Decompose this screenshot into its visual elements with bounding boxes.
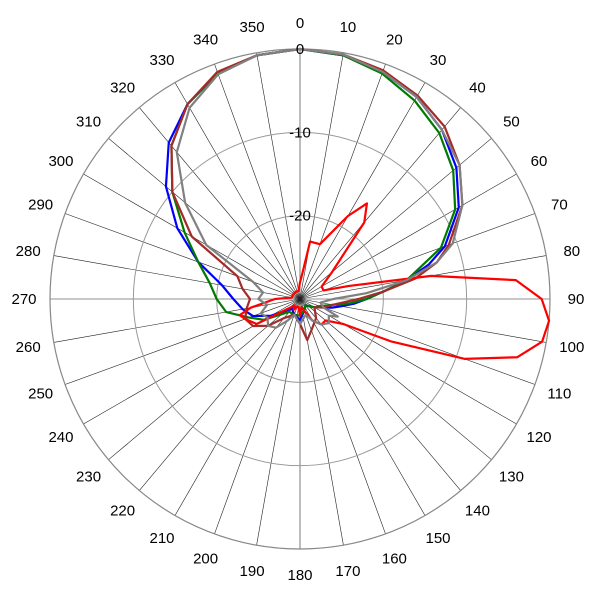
angle-tick-label: 80 xyxy=(563,243,580,260)
angle-tick-label: 260 xyxy=(16,339,41,356)
radial-tick-label: -10 xyxy=(289,124,311,141)
angle-tick-label: 340 xyxy=(193,32,218,49)
angle-tick-label: 0 xyxy=(296,15,304,32)
series-line-4 xyxy=(238,202,551,360)
spoke-150 xyxy=(299,298,426,516)
angle-tick-label: 250 xyxy=(28,385,53,402)
labels: 0 10 20 30 40 50 60 70 80 90 100 110 120 130 140 150 160… xyxy=(11,15,584,584)
angle-tick-label: 70 xyxy=(551,197,568,214)
angle-tick-label: 190 xyxy=(240,563,265,580)
spoke-70 xyxy=(299,213,536,300)
spoke-130 xyxy=(299,298,492,460)
angle-tick-label: 180 xyxy=(287,567,312,584)
angle-tick-label: 50 xyxy=(503,114,520,131)
angle-tick-label: 140 xyxy=(465,502,490,519)
spoke-200 xyxy=(214,298,301,535)
spoke-10 xyxy=(299,52,344,300)
spoke-350 xyxy=(256,52,301,300)
spoke-280 xyxy=(53,255,301,300)
spoke-260 xyxy=(53,298,301,343)
angle-tick-label: 290 xyxy=(28,197,53,214)
angle-tick-label: 230 xyxy=(76,468,101,485)
spoke-330 xyxy=(174,82,301,300)
angle-tick-label: 310 xyxy=(76,114,101,131)
spoke-310 xyxy=(108,138,301,300)
spoke-220 xyxy=(139,298,301,491)
angle-tick-label: 220 xyxy=(110,502,135,519)
angle-tick-label: 60 xyxy=(531,153,548,170)
spoke-30 xyxy=(299,82,426,300)
angle-tick-label: 150 xyxy=(425,530,450,547)
angle-tick-label: 350 xyxy=(240,19,265,36)
series-lines xyxy=(164,47,551,360)
spoke-40 xyxy=(299,107,461,300)
angle-tick-label: 270 xyxy=(11,291,36,308)
spoke-340 xyxy=(214,63,301,300)
angle-tick-label: 300 xyxy=(48,153,73,170)
angle-tick-label: 210 xyxy=(149,530,174,547)
spoke-110 xyxy=(299,298,536,385)
spoke-210 xyxy=(174,298,301,516)
angle-tick-label: 200 xyxy=(193,550,218,567)
angle-tick-label: 320 xyxy=(110,80,135,97)
angle-tick-label: 110 xyxy=(547,385,571,402)
angle-tick-label: 170 xyxy=(335,563,360,580)
spoke-160 xyxy=(299,298,386,535)
angle-tick-label: 330 xyxy=(149,52,174,69)
angle-tick-label: 10 xyxy=(340,19,357,36)
spoke-20 xyxy=(299,63,386,300)
radial-tick-label: 0 xyxy=(296,41,304,58)
angle-tick-label: 280 xyxy=(16,243,41,260)
spoke-140 xyxy=(299,298,461,491)
spoke-60 xyxy=(299,173,517,300)
spoke-190 xyxy=(256,298,301,546)
angle-tick-label: 240 xyxy=(48,429,73,446)
spoke-120 xyxy=(299,298,517,425)
angle-tick-label: 20 xyxy=(386,32,403,49)
angle-tick-label: 160 xyxy=(382,550,407,567)
spoke-250 xyxy=(64,298,301,385)
spoke-290 xyxy=(64,213,301,300)
angle-tick-label: 130 xyxy=(499,468,524,485)
series-line-5 xyxy=(175,47,464,329)
angle-tick-label: 30 xyxy=(430,52,447,69)
angle-tick-label: 100 xyxy=(559,339,584,356)
ring--10 xyxy=(132,131,468,467)
angle-tick-label: 120 xyxy=(527,429,552,446)
spoke-320 xyxy=(139,107,301,300)
angle-tick-label: 90 xyxy=(568,291,585,308)
angle-tick-label: 40 xyxy=(469,80,486,97)
radial-tick-label: -20 xyxy=(289,208,311,225)
